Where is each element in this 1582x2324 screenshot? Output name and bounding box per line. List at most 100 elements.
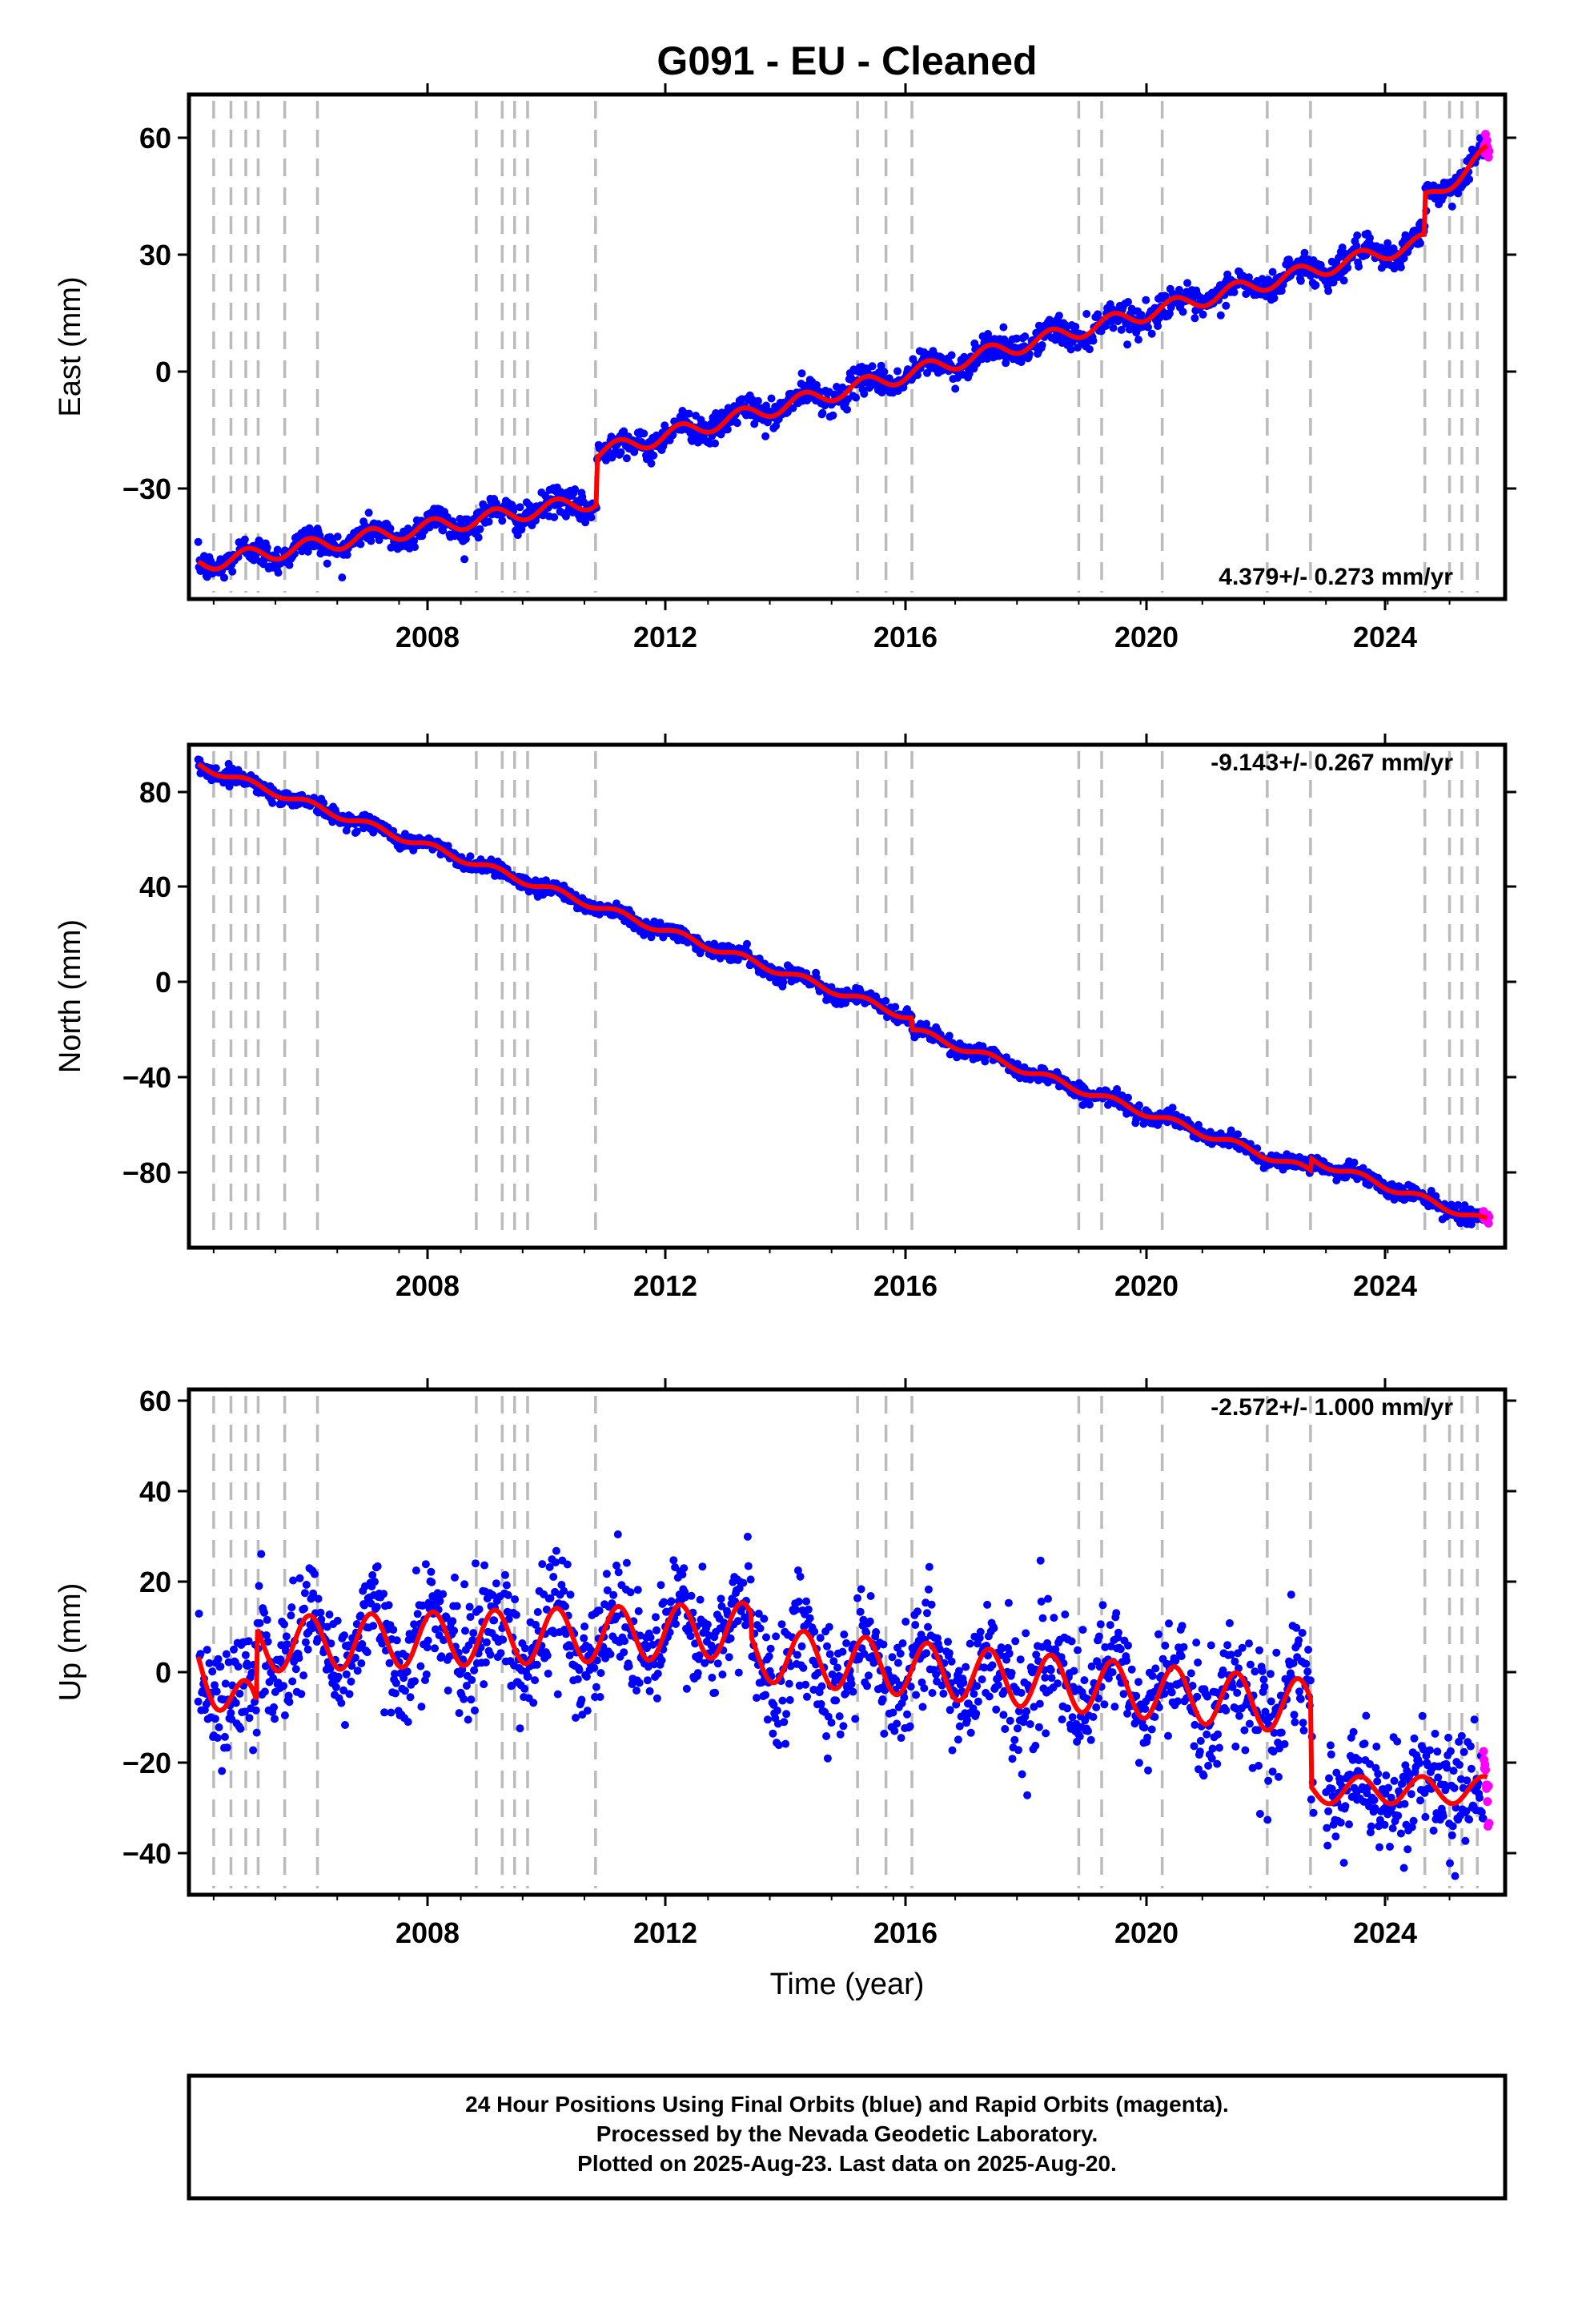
data-point [972, 1709, 981, 1718]
data-point [428, 1578, 436, 1586]
data-point [215, 1723, 223, 1731]
data-point [1068, 1713, 1077, 1722]
data-point [750, 420, 759, 428]
data-point [1465, 175, 1474, 183]
data-point [620, 1648, 628, 1657]
data-point [785, 1695, 794, 1704]
data-point [240, 535, 249, 544]
data-point [1046, 1666, 1055, 1675]
data-point [923, 1609, 931, 1618]
data-point [723, 425, 732, 434]
data-point [959, 1679, 968, 1687]
data-point [744, 1562, 753, 1570]
data-point [911, 1621, 920, 1629]
data-point [343, 550, 351, 559]
data-point [469, 1629, 478, 1638]
data-point [794, 1598, 803, 1606]
data-point [1006, 1716, 1014, 1725]
data-point [384, 1601, 393, 1610]
data-point [624, 1662, 633, 1671]
data-point [1234, 1130, 1243, 1139]
data-point [685, 409, 693, 418]
data-point [455, 1709, 464, 1718]
data-point [1078, 1626, 1087, 1634]
data-point [985, 1692, 994, 1701]
data-point [311, 1570, 319, 1578]
data-point [667, 1597, 676, 1606]
data-point [340, 1631, 348, 1640]
data-point [866, 1592, 875, 1600]
data-point [341, 1721, 349, 1729]
data-point [260, 1608, 268, 1617]
data-point [1416, 239, 1424, 247]
data-point [903, 1710, 911, 1719]
data-point [1147, 329, 1156, 338]
model-line-east [197, 143, 1489, 572]
data-point [725, 1653, 733, 1662]
data-point [482, 1638, 491, 1647]
data-point [580, 1634, 588, 1642]
data-point [416, 1662, 425, 1671]
data-point [1086, 1735, 1095, 1744]
data-point [373, 1562, 382, 1570]
data-point [387, 1708, 396, 1717]
data-point [337, 1699, 346, 1707]
data-points-north [194, 755, 1488, 1228]
data-point [410, 537, 419, 545]
data-point [973, 1682, 982, 1691]
data-point [279, 1682, 288, 1691]
data-point [1050, 1614, 1058, 1622]
data-point [270, 1703, 278, 1711]
data-point [782, 1710, 791, 1719]
data-point [287, 1603, 296, 1612]
data-point [1075, 1732, 1084, 1741]
data-point [680, 1564, 689, 1573]
data-point [1366, 234, 1374, 243]
data-point [990, 1624, 998, 1633]
data-point [620, 1637, 629, 1646]
data-point [633, 1586, 642, 1594]
y-tick-label-north: −80 [122, 1156, 171, 1189]
data-point [1191, 314, 1199, 323]
data-point [550, 513, 559, 521]
data-point [842, 1638, 851, 1647]
x-tick-label-north: 2008 [396, 1269, 460, 1302]
data-point [1123, 1709, 1132, 1718]
data-point [583, 1707, 592, 1715]
data-point [976, 1627, 985, 1636]
data-point [832, 1696, 841, 1705]
data-point [516, 1724, 524, 1733]
data-point [823, 1642, 831, 1651]
data-point [863, 1682, 871, 1691]
y-tick-label-north: 40 [139, 870, 171, 903]
y-tick-label-north: −40 [122, 1061, 171, 1094]
data-point [1094, 310, 1102, 319]
data-point [872, 1628, 881, 1636]
data-point [1071, 323, 1080, 331]
data-point [760, 1614, 769, 1623]
data-point [1096, 1620, 1105, 1629]
data-point [896, 1649, 905, 1658]
data-point [746, 1575, 755, 1584]
data-point [646, 1633, 655, 1642]
data-point [562, 512, 570, 521]
data-point [698, 1562, 707, 1571]
data-point [696, 1595, 705, 1604]
data-point [208, 1667, 217, 1676]
data-points-east [194, 134, 1488, 582]
data-point [726, 1634, 735, 1642]
data-point [203, 1646, 211, 1655]
data-point [1311, 281, 1320, 289]
data-point [913, 1607, 921, 1616]
data-point [999, 1711, 1008, 1719]
data-point [804, 1605, 813, 1614]
data-point [1143, 1733, 1152, 1742]
data-point [847, 1679, 856, 1688]
data-point [213, 1734, 222, 1743]
data-point [756, 1624, 765, 1633]
data-point [220, 1732, 229, 1741]
data-point [657, 1656, 666, 1665]
data-point [280, 1711, 289, 1719]
data-point [474, 533, 483, 542]
data-point [853, 1594, 861, 1602]
